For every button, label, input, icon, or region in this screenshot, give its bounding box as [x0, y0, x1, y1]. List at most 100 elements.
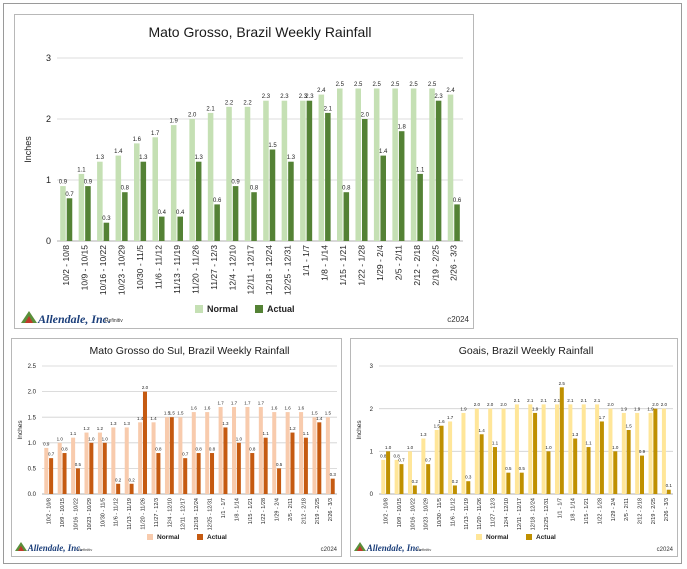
bar-actual [290, 432, 295, 494]
bar-actual [277, 468, 282, 494]
data-label: 1.2 [289, 426, 296, 431]
bar-normal [44, 447, 49, 494]
bar-normal [410, 88, 417, 241]
bar-normal [191, 412, 196, 494]
data-label: 0.6 [213, 198, 222, 204]
data-label: 0.2 [115, 477, 122, 482]
bar-actual [103, 222, 110, 241]
legend-label-normal: Normal [157, 534, 180, 541]
logo-text: Allendale, Inc. [37, 312, 111, 326]
bar-normal [381, 459, 386, 494]
x-tick-label: 12/18 - 12/24 [531, 498, 537, 530]
data-label: 1.1 [303, 431, 310, 436]
x-tick-label: 1/8 - 1/14 [320, 245, 330, 281]
bar-normal [300, 100, 306, 241]
data-label: 1.6 [285, 406, 292, 411]
data-label: 0.6 [453, 198, 462, 204]
bar-normal [408, 451, 413, 494]
data-label: 1.3 [420, 432, 427, 437]
bar-normal [207, 112, 214, 242]
bar-normal [312, 417, 317, 494]
data-label: 2.3 [305, 94, 314, 100]
bar-normal [152, 137, 158, 241]
data-label: 1.3 [222, 421, 229, 426]
x-tick-label: 10/2 - 10/8 [47, 498, 53, 524]
data-label: 2.3 [434, 94, 443, 100]
x-tick-label: 1/15 - 1/21 [338, 245, 348, 286]
data-label: 1.7 [599, 415, 606, 420]
bar-normal [281, 100, 288, 241]
data-label: 0.3 [465, 475, 472, 480]
bar-normal [178, 417, 183, 494]
data-label: 1.6 [191, 406, 198, 411]
bar-actual [398, 131, 405, 241]
bar-actual [466, 481, 471, 494]
source-label: Refinitiv [417, 547, 431, 552]
data-label: 0.4 [176, 210, 185, 216]
y-axis-label: Inches [23, 136, 33, 163]
bar-normal [514, 404, 519, 494]
x-tick-label: 12/11 - 12/17 [181, 498, 187, 530]
bar-actual [140, 161, 147, 241]
legend-swatch-actual [197, 534, 203, 540]
data-label: 1.9 [532, 406, 539, 411]
bar-normal [568, 404, 573, 494]
x-tick-label: 2/12 - 2/18 [412, 245, 422, 286]
bar-actual [288, 161, 294, 241]
data-label: 0.5 [505, 466, 512, 471]
bar-normal [97, 161, 103, 241]
legend-label-actual: Actual [536, 534, 556, 541]
bar-normal [621, 412, 626, 494]
data-label: 1.4 [316, 416, 323, 421]
bar-normal [97, 432, 102, 494]
bar-normal [164, 417, 169, 494]
data-label: 0.9 [231, 180, 240, 186]
bar-normal [421, 438, 426, 494]
x-tick-label: 11/27 - 12/3 [209, 245, 219, 290]
data-label: 1.0 [236, 436, 243, 441]
allendale-logo: Allendale, Inc. [21, 311, 111, 326]
bar-normal [151, 422, 156, 494]
bar-normal [394, 459, 399, 494]
bar-actual [196, 453, 201, 494]
data-label: 1.1 [70, 431, 77, 436]
data-label: 2.1 [206, 106, 215, 112]
bar-actual [177, 216, 183, 241]
data-label: 1.7 [217, 400, 224, 405]
x-tick-label: 12/11 - 12/17 [517, 498, 523, 530]
chart-mato-grosso-do-sul: Mato Grosso do Sul, Brazil Weekly Rainfa… [15, 345, 338, 553]
data-label: 1.0 [88, 436, 95, 441]
bar-actual [183, 458, 188, 494]
x-tick-label: 12/4 - 12/10 [227, 245, 237, 291]
data-label: 0.2 [412, 479, 419, 484]
bar-normal [272, 412, 277, 494]
x-tick-label: 1/15 - 1/21 [584, 498, 590, 524]
data-label: 1.6 [133, 137, 142, 143]
data-label: 1.1 [77, 167, 86, 173]
chart-panel-mato-grosso-do-sul: Mato Grosso do Sul, Brazil Weekly Rainfa… [11, 338, 342, 557]
bar-actual [330, 478, 335, 494]
data-label: 1.4 [379, 149, 388, 155]
x-tick-label: 1/29 - 2/4 [375, 245, 385, 281]
y-axis-label: Inches [356, 420, 363, 440]
legend-label-actual: Actual [207, 534, 227, 541]
data-label: 1.5 [169, 411, 176, 416]
x-tick-label: 11/27 - 12/3 [154, 498, 160, 527]
x-tick-label: 10/2 - 10/8 [384, 498, 390, 524]
bar-normal [474, 408, 479, 494]
data-label: 1.5 [177, 411, 184, 416]
data-label: 1.0 [385, 445, 392, 450]
bar-normal [434, 430, 439, 494]
x-tick-label: 1/22 - 1/28 [597, 498, 603, 524]
data-label: 2.4 [317, 88, 326, 94]
data-label: 1.7 [231, 400, 238, 405]
bar-actual [85, 186, 91, 241]
data-label: 1.3 [110, 421, 117, 426]
data-label: 1.3 [287, 155, 296, 161]
x-tick-label: 1/1 - 1/7 [557, 498, 563, 518]
bar-normal [218, 406, 223, 494]
data-label: 2.2 [225, 100, 234, 106]
chart-goais: Goais, Brazil Weekly Rainfall 0 1 2 3 Inches 0… [354, 345, 674, 553]
chart-title: Goais, Brazil Weekly Rainfall [459, 345, 594, 357]
data-label: 2.0 [500, 402, 507, 407]
